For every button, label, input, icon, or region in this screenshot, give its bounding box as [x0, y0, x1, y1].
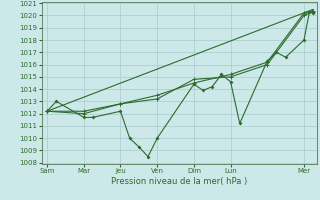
X-axis label: Pression niveau de la mer( hPa ): Pression niveau de la mer( hPa ): [111, 177, 247, 186]
